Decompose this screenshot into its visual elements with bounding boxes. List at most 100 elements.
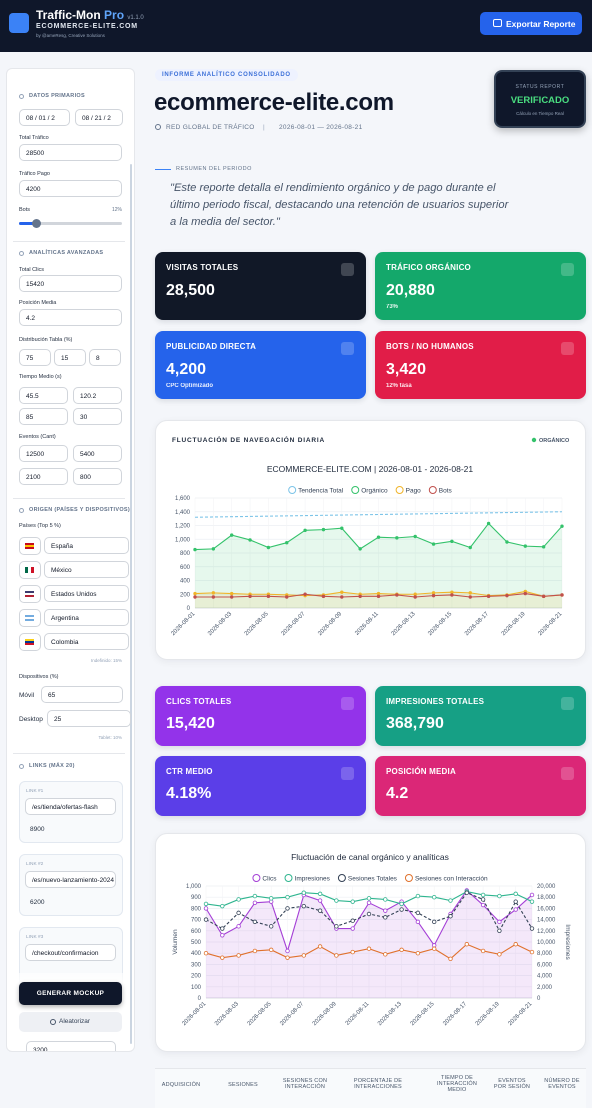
tick-label: 16,000	[537, 906, 556, 912]
x-tick-label: 2026-08-11	[354, 611, 380, 637]
point	[203, 901, 209, 907]
y2-axis-label: Impresiones	[564, 924, 571, 960]
input[interactable]: 3200	[26, 1041, 116, 1051]
input[interactable]: 12500	[19, 445, 68, 462]
point	[497, 952, 502, 957]
input[interactable]: Colombia	[44, 633, 129, 650]
field-label: Eventos (Cant)	[19, 434, 56, 440]
random-button[interactable]	[19, 1012, 122, 1032]
input[interactable]: 15	[54, 349, 86, 366]
refresh-icon	[50, 1019, 56, 1025]
field-label: Posición Media	[19, 300, 57, 306]
point	[211, 595, 216, 599]
line	[194, 511, 563, 518]
period: 2026-08-01 — 2026-08-21	[279, 124, 363, 131]
input[interactable]: /es/tienda/ofertas-flash	[25, 798, 116, 815]
input[interactable]: España	[44, 537, 129, 554]
input[interactable]: Estados Unidos	[44, 585, 129, 602]
input[interactable]: 28500	[19, 144, 122, 161]
input[interactable]: 65	[41, 686, 123, 703]
tick-label: 700	[191, 918, 202, 924]
field-label: Países (Top 5 %)	[19, 523, 61, 529]
slider-track[interactable]	[19, 222, 122, 225]
input[interactable]: 4.2	[19, 309, 122, 326]
section-icon	[19, 94, 24, 99]
field-label: Bots	[19, 207, 31, 213]
point	[252, 948, 258, 954]
input[interactable]: 85	[19, 408, 68, 425]
point	[317, 891, 323, 897]
input[interactable]: 08 / 01 / 2	[19, 109, 70, 126]
kpi-sub: 73%	[386, 304, 399, 310]
generate-button[interactable]	[19, 982, 122, 1005]
kpi-card	[155, 686, 366, 746]
legend-marker	[428, 486, 437, 494]
app-name: Traffic-Mon	[36, 8, 101, 22]
input[interactable]: 4200	[19, 180, 122, 197]
kpi-value: 20,880	[386, 282, 435, 299]
kpi-label: CLICS TOTALES	[166, 697, 232, 706]
kpi-label: IMPRESIONES TOTALES	[386, 697, 485, 706]
input[interactable]: /es/nuevo-lanzamiento-2024	[25, 871, 116, 888]
point	[523, 544, 527, 548]
point	[269, 947, 274, 953]
kpi-icon	[341, 263, 354, 276]
input[interactable]: 2100	[19, 468, 68, 485]
app-title: Traffic-Mon Pro v1.1.0	[36, 8, 144, 22]
input[interactable]: /checkout/confirmacion	[25, 944, 116, 961]
legend-label: Pago	[406, 487, 422, 494]
section-title: ORIGEN (PAÍSES Y DISPOSITIVOS)	[29, 507, 130, 513]
divider	[13, 498, 125, 499]
input[interactable]: 25	[47, 710, 131, 727]
input[interactable]: 15420	[19, 275, 122, 292]
slider-thumb[interactable]	[32, 219, 41, 228]
link-label: LINK #3	[26, 935, 44, 940]
legend-label: Orgánico	[361, 487, 388, 494]
input[interactable]: 5400	[73, 445, 122, 462]
input[interactable]: 08 / 21 / 2	[75, 109, 123, 126]
input[interactable]: 30	[73, 408, 122, 425]
point	[229, 533, 234, 537]
kpi-value: 3,420	[386, 361, 427, 378]
kpi-label: BOTS / NO HUMANOS	[386, 342, 474, 351]
input[interactable]: 45.5	[19, 387, 68, 404]
point	[497, 928, 502, 933]
summary-title: RESUMEN DEL PERIODO	[176, 166, 252, 172]
input[interactable]: 800	[73, 468, 122, 485]
input[interactable]: 8	[89, 349, 121, 366]
point	[468, 545, 472, 550]
flag	[25, 591, 34, 597]
point	[193, 547, 197, 552]
x-tick-label: 2026-08-19	[501, 611, 527, 637]
tick-label: 800	[180, 551, 191, 557]
point	[317, 944, 323, 949]
tick-label: 400	[191, 951, 202, 957]
point	[340, 526, 344, 530]
point	[413, 534, 417, 539]
input[interactable]: Argentina	[44, 609, 129, 626]
y-axis-label: Volumen	[172, 929, 179, 955]
point	[350, 926, 355, 931]
point	[229, 595, 234, 599]
logo	[9, 13, 29, 33]
flag	[25, 615, 34, 621]
export-button[interactable]: Exportar Reporte	[480, 12, 582, 35]
input[interactable]: 120.2	[73, 387, 122, 404]
point	[415, 951, 421, 956]
point	[468, 595, 472, 599]
legend-marker	[395, 486, 404, 494]
point	[236, 953, 241, 958]
input[interactable]: México	[44, 561, 129, 578]
point	[334, 953, 339, 958]
generate-label: GENERAR MOCKUP	[36, 990, 105, 997]
legend-label: Tendencia Total	[298, 487, 344, 494]
kpi-value: 4.18%	[166, 785, 212, 802]
legend-label: Bots	[439, 487, 453, 494]
input[interactable]: 75	[19, 349, 51, 366]
kpi-value: 4.2	[386, 785, 409, 802]
tick-label: 1,200	[175, 524, 191, 530]
kpi-label: POSICIÓN MEDIA	[386, 767, 456, 776]
point	[317, 908, 323, 913]
